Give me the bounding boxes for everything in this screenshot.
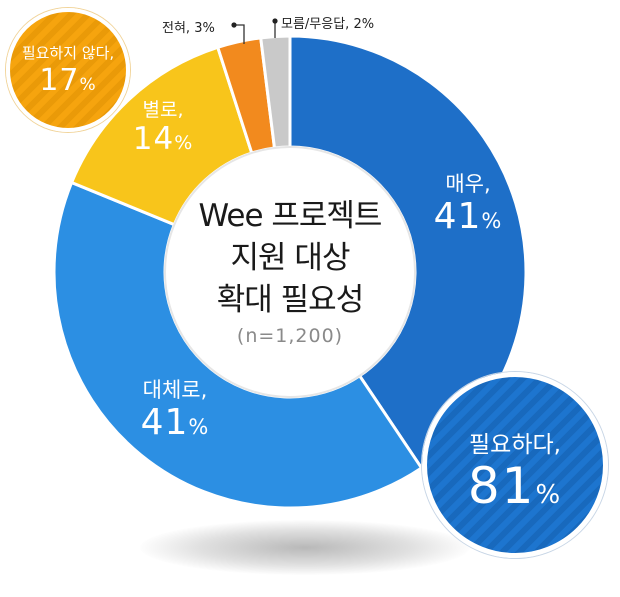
label-mostly-percent-sign: % <box>188 415 210 440</box>
donut-hole <box>164 146 416 398</box>
label-notreally-percent-sign: % <box>174 131 194 154</box>
leader-never-dot <box>231 22 237 28</box>
label-dk-value: 2% <box>353 17 375 32</box>
badge-not-need-percent-sign: % <box>79 75 97 95</box>
label-very-value: 41 <box>433 196 482 238</box>
label-never-name: 전혀, <box>162 21 191 36</box>
leader-never <box>234 24 245 44</box>
badge-not-need-value: 17 <box>39 63 80 98</box>
badge-need-value: 81 <box>467 457 536 515</box>
leader-dk-dot <box>272 18 278 24</box>
label-mostly: 대체로, 41% <box>120 378 230 444</box>
label-never: 전혀, 3% <box>162 17 215 36</box>
label-very-percent-sign: % <box>481 209 503 234</box>
badge-need-label: 필요하다, <box>469 432 561 458</box>
label-dk-name: 모름/무응답, <box>281 17 350 32</box>
sample-size: (n=1,200) <box>236 325 344 347</box>
label-very-name: 매우, <box>445 172 491 196</box>
title-line-1: Wee 프로젝트 <box>198 198 383 234</box>
label-notreally-name: 별로, <box>142 99 184 121</box>
label-notreally-value: 14 <box>132 120 175 157</box>
badge-not-need-label: 필요하지 않다, <box>21 44 115 62</box>
label-never-value: 3% <box>194 21 215 36</box>
label-notreally: 별로, 14% <box>118 99 208 157</box>
title-line-2: 지원 대상 <box>230 240 351 276</box>
badge-not-need: 필요하지 않다, 17% <box>6 8 130 132</box>
donut-shadow <box>140 520 470 575</box>
label-very: 매우, 41% <box>418 172 518 238</box>
label-mostly-name: 대체로, <box>142 378 208 402</box>
badge-need: 필요하다, 81% <box>422 372 608 558</box>
label-dk: 모름/무응답, 2% <box>281 13 374 32</box>
badge-need-percent-sign: % <box>535 480 563 510</box>
chart-title: Wee 프로젝트 지원 대상 확대 필요성 (n=1,200) <box>168 195 412 347</box>
label-mostly-value: 41 <box>140 402 189 444</box>
title-line-3: 확대 필요성 <box>216 282 364 318</box>
